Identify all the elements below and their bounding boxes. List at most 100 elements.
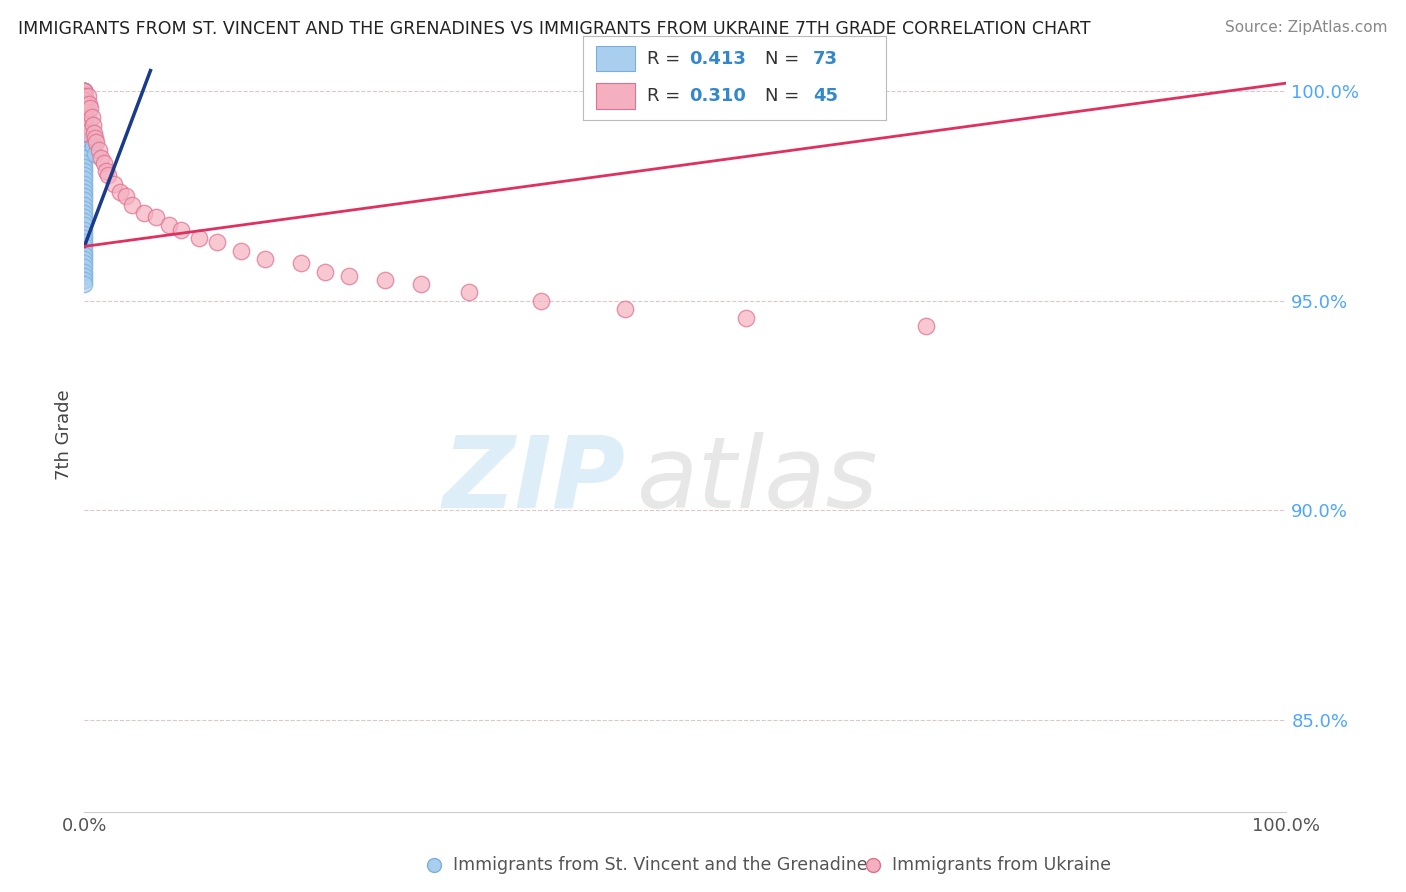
Point <box>374 273 396 287</box>
Point <box>73 105 96 120</box>
Point <box>73 127 96 141</box>
Point <box>73 172 96 186</box>
Point <box>73 110 96 124</box>
Text: N =: N = <box>765 50 804 68</box>
Point <box>145 210 167 224</box>
Text: 0.310: 0.310 <box>689 87 747 105</box>
Point <box>80 130 103 145</box>
Point <box>121 197 143 211</box>
Point <box>77 97 100 112</box>
Point <box>73 127 96 141</box>
Point <box>82 118 104 132</box>
Point <box>73 97 96 112</box>
Point <box>94 164 117 178</box>
Text: N =: N = <box>765 87 804 105</box>
Text: atlas: atlas <box>637 432 879 529</box>
Point <box>73 122 96 136</box>
Point <box>134 206 156 220</box>
Point <box>73 277 96 292</box>
Point <box>73 177 96 191</box>
Point <box>73 113 96 128</box>
Text: ZIP: ZIP <box>443 432 626 529</box>
Point <box>409 277 432 292</box>
Point <box>314 264 336 278</box>
Point <box>530 293 553 308</box>
Text: IMMIGRANTS FROM ST. VINCENT AND THE GRENADINES VS IMMIGRANTS FROM UKRAINE 7TH GR: IMMIGRANTS FROM ST. VINCENT AND THE GREN… <box>18 20 1091 37</box>
Point <box>734 310 756 325</box>
Point <box>73 85 96 99</box>
Text: Immigrants from St. Vincent and the Grenadines: Immigrants from St. Vincent and the Gren… <box>453 856 876 874</box>
Point <box>73 210 96 224</box>
Point <box>73 130 96 145</box>
Point <box>73 155 96 169</box>
Point <box>73 122 96 136</box>
Point <box>290 256 312 270</box>
Point <box>73 168 96 182</box>
Point <box>73 273 96 287</box>
Point <box>82 139 104 153</box>
Point <box>73 93 96 107</box>
Text: 73: 73 <box>813 50 838 68</box>
Point <box>73 113 96 128</box>
Point <box>73 85 96 99</box>
Point <box>73 93 96 107</box>
Text: 45: 45 <box>813 87 838 105</box>
Point <box>73 197 96 211</box>
Point <box>862 858 884 872</box>
Point <box>73 85 96 99</box>
Point <box>73 252 96 266</box>
Point <box>73 118 96 132</box>
Point <box>73 231 96 245</box>
Point <box>73 194 96 208</box>
Point <box>76 122 98 136</box>
Point <box>73 85 96 99</box>
Point <box>73 152 96 166</box>
Point <box>76 97 98 112</box>
Point <box>73 185 96 199</box>
Text: Source: ZipAtlas.com: Source: ZipAtlas.com <box>1225 20 1388 35</box>
Text: 0.413: 0.413 <box>689 50 747 68</box>
Point <box>73 130 96 145</box>
Point <box>73 260 96 275</box>
Point <box>77 113 100 128</box>
Point <box>73 139 96 153</box>
Point <box>73 214 96 228</box>
Point <box>73 85 96 99</box>
Point <box>73 244 96 258</box>
Point <box>157 219 180 233</box>
Point <box>93 155 115 169</box>
Text: Immigrants from Ukraine: Immigrants from Ukraine <box>891 856 1111 874</box>
Point <box>110 185 132 199</box>
Point <box>73 97 96 112</box>
Point <box>73 256 96 270</box>
Point <box>80 110 103 124</box>
Point <box>73 85 96 99</box>
Point <box>77 88 100 103</box>
Point <box>77 105 100 120</box>
Point <box>73 264 96 278</box>
Point <box>79 101 101 115</box>
Point <box>73 93 96 107</box>
Point <box>73 222 96 236</box>
Point <box>86 135 108 149</box>
Point <box>73 110 96 124</box>
Bar <box>596 83 636 109</box>
Point <box>90 152 112 166</box>
Point <box>73 97 96 112</box>
Point <box>73 202 96 216</box>
Point <box>73 88 96 103</box>
Point <box>115 189 138 203</box>
Point <box>73 101 96 115</box>
Point <box>73 118 96 132</box>
Point <box>73 147 96 161</box>
Point <box>73 227 96 241</box>
Point <box>73 164 96 178</box>
Y-axis label: 7th Grade: 7th Grade <box>55 390 73 480</box>
Point <box>915 318 938 333</box>
Point <box>73 118 96 132</box>
Point <box>73 85 96 99</box>
Point <box>73 105 96 120</box>
Point <box>73 101 96 115</box>
Point <box>84 147 107 161</box>
Point <box>84 130 107 145</box>
